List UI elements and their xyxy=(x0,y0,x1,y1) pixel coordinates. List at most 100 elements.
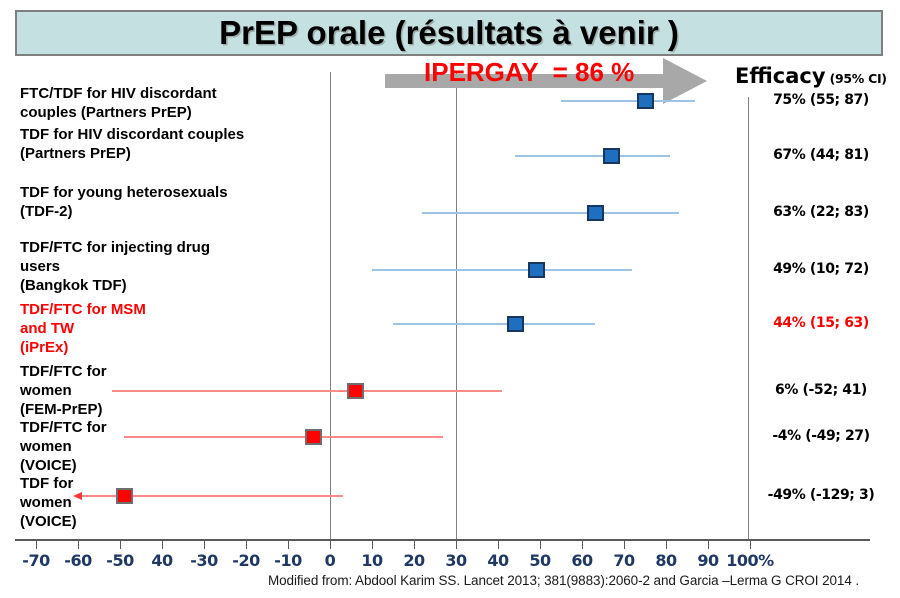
zero-reference-line xyxy=(330,72,331,545)
axis-tick xyxy=(498,540,499,549)
effect-marker xyxy=(347,383,364,399)
axis-tick-label: 20 xyxy=(403,551,425,570)
study-label-line: women xyxy=(20,494,72,511)
ci-line xyxy=(561,100,695,102)
ci-line xyxy=(82,495,343,497)
axis-tick-label: -70 xyxy=(22,551,50,570)
efficacy-header-title: Efficacy xyxy=(735,64,826,88)
effect-marker xyxy=(305,429,322,445)
efficacy-value: 49% (10; 72) xyxy=(773,261,869,277)
efficacy-value: 6% (-52; 41) xyxy=(775,382,867,398)
study-label-line: (Partners PrEP) xyxy=(20,145,131,162)
study-label-line: TDF/FTC for MSM xyxy=(20,301,146,318)
effect-marker xyxy=(603,148,620,164)
ci-line xyxy=(422,212,679,214)
axis-tick-label: 30 xyxy=(445,551,467,570)
effect-marker xyxy=(528,262,545,278)
ipergay-arrow-shaft xyxy=(385,74,663,88)
axis-tick xyxy=(36,540,37,549)
study-label-line: users xyxy=(20,258,61,275)
axis-tick xyxy=(414,540,415,549)
study-label: TDF for women (VOICE) xyxy=(20,474,320,531)
efficacy-value: 67% (44; 81) xyxy=(773,147,869,163)
study-label-line: (Bangkok TDF) xyxy=(20,277,127,294)
efficacy-value: 75% (55; 87) xyxy=(773,92,869,108)
study-label-line: (VOICE) xyxy=(20,513,77,530)
study-label: TDF/FTC for women (VOICE) xyxy=(20,418,320,475)
axis-tick-label: -20 xyxy=(232,551,260,570)
effect-marker xyxy=(637,93,654,109)
axis-tick xyxy=(456,540,457,549)
effect-marker xyxy=(116,488,133,504)
effect-marker xyxy=(507,316,524,332)
study-label-line: (FEM-PrEP) xyxy=(20,401,103,418)
axis-tick xyxy=(162,540,163,549)
ipergay-annotation: IPERGAY = 86 % xyxy=(424,57,635,87)
axis-tick xyxy=(372,540,373,549)
axis-tick-label: 40 xyxy=(487,551,509,570)
study-label: TDF for HIV discordant couples (Partners … xyxy=(20,125,320,163)
axis-tick-label: 100% xyxy=(726,551,774,570)
axis-tick-label: 0 xyxy=(324,551,336,570)
study-label-line: FTC/TDF for HIV discordant xyxy=(20,85,217,102)
axis-tick xyxy=(540,540,541,549)
ci-line xyxy=(372,269,632,271)
ci-line xyxy=(124,436,443,438)
study-label: TDF/FTC for women (FEM-PrEP) xyxy=(20,362,320,419)
study-label-line: TDF for xyxy=(20,475,74,492)
efficacy-header-ci-note: (95% CI) xyxy=(825,71,887,86)
axis-tick-label: -10 xyxy=(274,551,302,570)
axis-tick xyxy=(78,540,79,549)
axis-tick xyxy=(750,540,751,549)
effect-marker xyxy=(587,205,604,221)
axis-tick-label: 40 xyxy=(151,551,173,570)
study-label: TDF/FTC for MSM and TW (iPrEx) xyxy=(20,300,320,357)
study-label-line: women xyxy=(20,438,72,455)
study-label-line: TDF for young heterosexuals xyxy=(20,184,228,201)
reference-line-30 xyxy=(456,72,457,545)
study-label-line: (iPrEx) xyxy=(20,339,69,356)
ipergay-arrow-head-icon xyxy=(663,58,707,104)
axis-tick-label: 10 xyxy=(361,551,383,570)
study-label-line: TDF/FTC for xyxy=(20,363,107,380)
axis-tick-label: 50 xyxy=(529,551,551,570)
study-label: TDF/FTC for injecting drug users (Bangkok … xyxy=(20,238,320,295)
axis-tick xyxy=(204,540,205,549)
axis-tick-label: 60 xyxy=(571,551,593,570)
x-axis-line xyxy=(15,539,870,541)
title-banner: PrEP orale (résultats à venir ) xyxy=(15,10,883,56)
axis-tick xyxy=(330,540,331,549)
page-title: PrEP orale (résultats à venir ) xyxy=(219,14,679,51)
efficacy-column-divider xyxy=(748,97,749,540)
efficacy-column-header: Efficacy (95% CI) xyxy=(735,64,887,88)
study-label-line: women xyxy=(20,382,72,399)
footer-credit: Modified from: Abdool Karim SS. Lancet 2… xyxy=(268,573,860,588)
ci-line xyxy=(515,155,670,157)
axis-tick xyxy=(666,540,667,549)
axis-tick xyxy=(582,540,583,549)
efficacy-value: -49% (-129; 3) xyxy=(767,487,875,503)
study-label-line: TDF/FTC for xyxy=(20,419,107,436)
study-label-line: TDF/FTC for injecting drug xyxy=(20,239,210,256)
study-label: FTC/TDF for HIV discordant couples (Partn… xyxy=(20,84,320,122)
axis-tick xyxy=(120,540,121,549)
axis-tick-label: 90 xyxy=(697,551,719,570)
axis-tick-label: -60 xyxy=(64,551,92,570)
ci-offscale-left-arrow-icon xyxy=(73,492,82,500)
axis-tick-label: -50 xyxy=(106,551,134,570)
study-label-line: TDF for HIV discordant couples xyxy=(20,126,245,143)
axis-tick-label: 70 xyxy=(613,551,635,570)
ci-line xyxy=(393,323,595,325)
ci-line xyxy=(112,390,502,392)
axis-tick-label: -30 xyxy=(190,551,218,570)
efficacy-value: -4% (-49; 27) xyxy=(772,428,870,444)
axis-tick xyxy=(624,540,625,549)
efficacy-value: 44% (15; 63) xyxy=(773,315,869,331)
axis-tick-label: 80 xyxy=(655,551,677,570)
study-label-line: (TDF-2) xyxy=(20,203,73,220)
efficacy-value: 63% (22; 83) xyxy=(773,204,869,220)
axis-tick xyxy=(288,540,289,549)
study-label-line: and TW xyxy=(20,320,75,337)
study-label-line: (VOICE) xyxy=(20,457,77,474)
